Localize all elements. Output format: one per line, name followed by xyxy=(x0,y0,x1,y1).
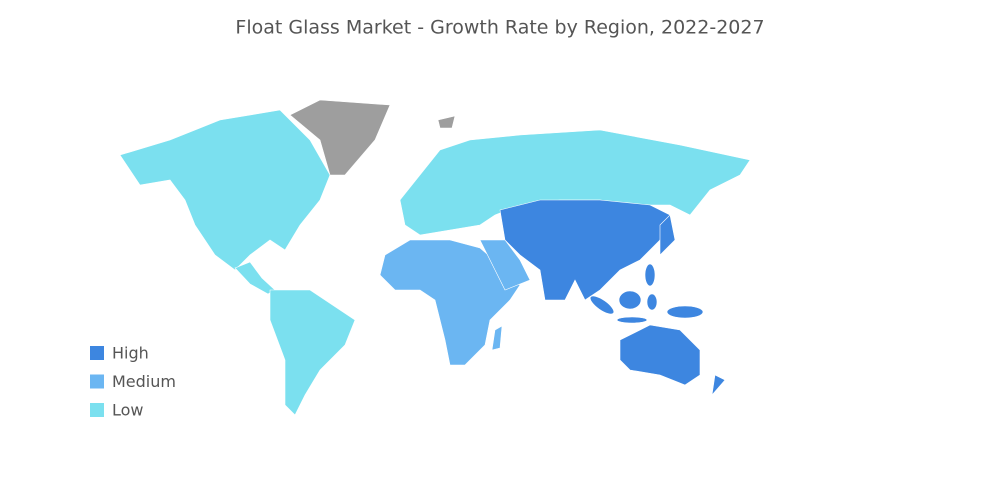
world-map xyxy=(119,99,751,416)
asia xyxy=(499,199,671,301)
legend-swatch xyxy=(90,346,104,360)
borneo xyxy=(618,290,642,310)
greenland xyxy=(289,99,391,176)
legend-label: Medium xyxy=(112,372,176,391)
australia xyxy=(619,324,701,386)
madagascar xyxy=(491,325,503,351)
sumatra xyxy=(589,295,615,315)
legend-swatch xyxy=(90,374,104,389)
svalbard xyxy=(437,115,456,129)
legend-label: High xyxy=(112,344,149,363)
legend-label: Low xyxy=(112,401,144,420)
sulawesi xyxy=(646,293,658,311)
europe-russia xyxy=(399,129,751,236)
new-guinea xyxy=(666,305,704,319)
philippines xyxy=(644,263,656,287)
north-america xyxy=(119,109,331,271)
title: Float Glass Market - Growth Rate by Regi… xyxy=(235,17,764,39)
africa xyxy=(379,239,521,366)
legend: High Medium Low xyxy=(90,344,176,420)
new-zealand xyxy=(711,374,726,396)
java xyxy=(616,316,648,324)
legend-swatch xyxy=(90,403,104,417)
japan xyxy=(659,214,676,256)
south-america xyxy=(269,289,356,416)
